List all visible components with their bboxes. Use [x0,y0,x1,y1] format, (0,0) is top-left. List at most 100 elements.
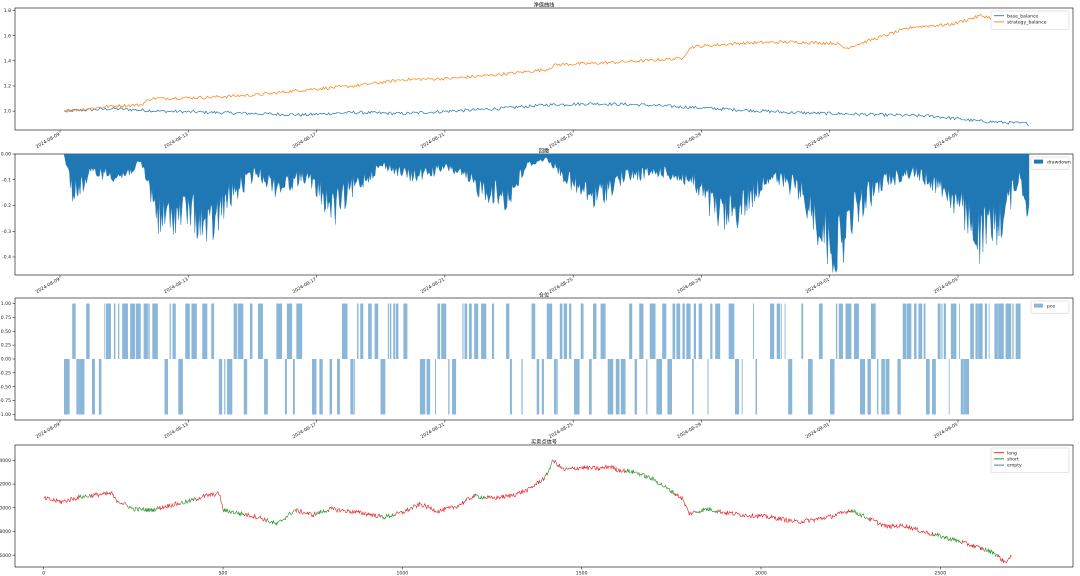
x-tick-label: 2024-09-05 [933,277,959,296]
position-bar [341,303,348,359]
position-bar [876,359,879,415]
position-bar [607,359,614,415]
position-bar [845,303,852,359]
position-bar [396,303,399,359]
position-bar [710,303,713,359]
price-segment-long [158,501,181,511]
price-segment-short [222,507,245,517]
subplot-3: 仓位 1.00 0.75 0.50 0.25 0.00 -0.25 -0.50 -0.75 -1.… [0,291,1074,441]
position-bar [491,303,495,359]
position-bar [656,359,663,415]
position-bar [76,359,79,415]
position-bar [554,359,557,415]
position-bar [536,359,540,415]
chart-title: 回撤 [539,147,549,155]
position-bar [329,359,333,415]
position-bar [693,303,696,359]
y-tick-label: 1.00 [1,301,11,307]
position-bar [959,303,961,359]
position-bar [988,303,990,359]
price-segment-long [43,494,80,505]
price-segment-long [194,491,224,511]
position-bar [164,359,168,415]
y-tick-label: 1.2 [4,84,11,90]
legend-frame [990,447,1070,473]
position-bar [419,359,426,415]
position-bar [292,359,295,415]
position-bar [360,303,364,359]
position-bar [237,303,244,359]
position-bar [860,359,866,415]
position-bar [437,303,441,359]
position-bar [464,303,468,359]
position-bar [600,303,606,359]
position-bar [122,303,128,359]
legend-label: empty [1007,463,1022,469]
position-bar [715,303,721,359]
legend: pos [1030,300,1070,314]
position-bar [79,359,85,415]
position-bar [113,303,116,359]
x-tick-label: 1000 [396,571,408,576]
position-bar [853,303,859,359]
position-bar [224,359,226,415]
position-bar [312,359,317,415]
y-tick-label: -0.3 [2,229,11,235]
y-tick-label: 0.00 [1,357,11,363]
position-bar [218,359,223,415]
y-tick-label: 64000 [0,458,11,464]
position-bar [452,359,457,415]
position-bar [923,303,926,359]
x-tick-label: 2024-08-21 [420,277,446,296]
position-bar [870,303,876,359]
position-bar [667,359,672,415]
price-segment-long [484,475,546,500]
y-tick-label: 0.25 [1,343,11,349]
x-tick-label: 2024-09-01 [805,277,831,296]
price-segment-long [717,508,851,525]
position-bar [211,303,215,359]
y-tick-label: 1.4 [4,58,11,64]
position-bar [1012,303,1014,359]
x-tick-label: 2024-09-05 [933,422,959,441]
position-bar [686,303,691,359]
x-tick-label: 2024-08-13 [163,422,189,441]
legend-label: pos [1047,304,1056,309]
position-bar [580,303,584,359]
position-bar [506,303,510,359]
y-tick-label: -0.25 [0,370,11,376]
price-segment-long [552,459,625,473]
y-tick-label: 0.50 [1,329,11,335]
position-bar [264,359,268,415]
position-bar [227,359,233,415]
position-bar [374,303,379,359]
position-bar [788,359,793,415]
position-bar [276,303,283,359]
position-bar [770,303,775,359]
x-tick-label: 2024-08-21 [420,132,446,151]
x-tick-label: 2024-08-25 [548,277,574,296]
price-segment-short [126,504,159,513]
position-bar [243,359,248,415]
position-bar [741,359,743,415]
position-bar [258,303,263,359]
position-bar [569,303,572,359]
position-bar [389,303,392,359]
x-tick-label: 2000 [755,571,767,576]
position-bar [950,303,957,359]
position-bar [531,303,536,359]
position-bar [387,303,389,359]
y-tick-label: -0.50 [0,384,11,390]
position-bar [368,303,372,359]
y-tick-label: 62000 [0,482,11,488]
position-bar [559,303,563,359]
chart-title: 买卖点信号 [531,438,557,446]
x-tick-label: 1500 [576,571,588,576]
price-segment-short [316,508,328,515]
y-tick-label: -0.2 [2,203,11,209]
position-bar [178,359,183,415]
position-bar [780,303,782,359]
legend-swatch [1034,159,1043,164]
y-tick-label: 1.0 [4,109,11,115]
